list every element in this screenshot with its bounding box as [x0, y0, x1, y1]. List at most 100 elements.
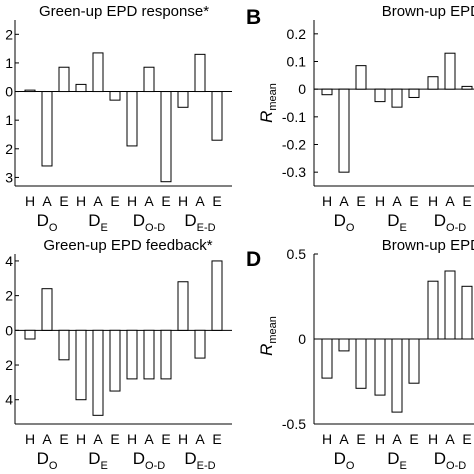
- bar-label: A: [392, 431, 402, 447]
- bar-label: H: [127, 193, 137, 209]
- bar-label: A: [195, 431, 205, 447]
- bar: [338, 338, 350, 352]
- bar-label: E: [59, 193, 68, 209]
- bar-label: E: [356, 193, 365, 209]
- bar-label: A: [93, 193, 103, 209]
- bar: [126, 91, 138, 147]
- bar: [24, 89, 36, 93]
- bar: [355, 338, 367, 389]
- bar-label: H: [428, 193, 438, 209]
- y-tick-label: 4: [5, 253, 13, 269]
- y-tick-label: 3: [5, 169, 13, 185]
- bar-label: H: [375, 431, 385, 447]
- bar-label: H: [322, 431, 332, 447]
- y-tick-label: 0: [298, 81, 306, 97]
- y-tick-label: -0.3: [282, 164, 306, 180]
- bar-label: H: [76, 431, 86, 447]
- bar: [109, 329, 121, 392]
- y-tick-label: 1: [5, 112, 13, 128]
- group-label: DO-D: [133, 449, 166, 472]
- group-label: DE: [387, 449, 407, 472]
- bar: [211, 260, 223, 331]
- bar: [355, 65, 367, 90]
- bar: [461, 85, 473, 90]
- bar-label: A: [339, 193, 349, 209]
- y-tick-label: 0: [5, 84, 13, 100]
- bar: [194, 329, 206, 359]
- bar: [321, 338, 333, 379]
- bar-label: E: [409, 431, 418, 447]
- bar-label: E: [462, 431, 471, 447]
- y-tick-label: 2: [5, 288, 13, 304]
- bar-label: H: [178, 431, 188, 447]
- group-label: DO: [37, 449, 58, 472]
- bar-label: A: [445, 193, 455, 209]
- bar: [444, 52, 456, 90]
- crop-mask: [0, 248, 4, 430]
- bar: [194, 53, 206, 93]
- bar-label: A: [144, 431, 154, 447]
- bar: [391, 88, 403, 108]
- panel-b: 0.2 0.1 0 -0.1 -0.2 -0.3 Brown-up EPD resp Rmea…: [257, 3, 474, 234]
- bar: [109, 91, 121, 101]
- bar: [126, 329, 138, 380]
- bar-label: E: [110, 431, 119, 447]
- bar-label: H: [322, 193, 332, 209]
- group-label: DE-D: [184, 449, 215, 472]
- group-label: DE: [387, 211, 407, 234]
- bar: [58, 329, 70, 361]
- bar: [374, 88, 386, 103]
- bar-label: E: [110, 193, 119, 209]
- bar: [211, 91, 223, 141]
- bar: [92, 52, 104, 93]
- bar: [338, 88, 350, 173]
- bar: [58, 66, 70, 93]
- bar: [408, 338, 420, 384]
- group-label: DO-D: [434, 449, 467, 472]
- bar-label: H: [25, 193, 35, 209]
- bar-label: A: [144, 193, 154, 209]
- bar: [92, 329, 104, 416]
- bar: [41, 288, 53, 331]
- group-label: DO-D: [133, 211, 166, 234]
- crop-mask: [0, 14, 4, 192]
- bar-label: A: [339, 431, 349, 447]
- bar-label: H: [76, 193, 86, 209]
- bar: [24, 329, 36, 340]
- y-tick-label: 0.5: [287, 246, 307, 262]
- y-tick-label: 2: [5, 26, 13, 42]
- y-tick-label: 0.1: [287, 54, 307, 70]
- group-label: DO-D: [434, 211, 467, 234]
- bar-label: H: [428, 431, 438, 447]
- chart-title: Green-up EPD response*: [39, 3, 209, 20]
- bar-label: E: [212, 431, 221, 447]
- bar-label: E: [212, 193, 221, 209]
- group-label: DO: [37, 211, 58, 234]
- chart-title: Brown-up EPD resp: [382, 3, 474, 20]
- bar: [160, 91, 172, 183]
- y-tick-label: 2: [5, 141, 13, 157]
- y-tick-label: -0.2: [282, 137, 306, 153]
- bar: [321, 88, 333, 96]
- bar: [427, 280, 439, 340]
- bar-label: A: [42, 431, 52, 447]
- y-tick-label: 1: [5, 55, 13, 71]
- chart-title: Brown-up EPD feed: [382, 237, 474, 254]
- y-tick-label: -0.1: [282, 109, 306, 125]
- bar-label: H: [375, 193, 385, 209]
- group-label: DE-D: [184, 211, 215, 234]
- y-tick-label: 0.2: [287, 26, 307, 42]
- y-tick-label: 0: [5, 322, 13, 338]
- bar-label: A: [392, 193, 402, 209]
- y-tick-label: 0: [298, 331, 306, 347]
- bar-label: H: [25, 431, 35, 447]
- bar: [427, 76, 439, 90]
- bar-label: E: [462, 193, 471, 209]
- group-label: DE: [88, 211, 108, 234]
- bar-label: H: [127, 431, 137, 447]
- bar: [444, 270, 456, 340]
- bar: [391, 338, 403, 413]
